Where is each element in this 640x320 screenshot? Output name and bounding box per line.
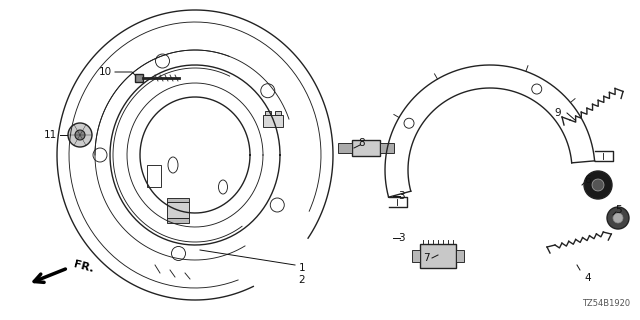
Text: 2: 2 (299, 275, 305, 285)
Bar (265, 111, 271, 115)
Bar (420, 244, 456, 268)
Circle shape (75, 130, 85, 140)
Bar (167, 218, 189, 223)
Circle shape (68, 123, 92, 147)
Bar (456, 250, 464, 262)
Bar (147, 165, 161, 187)
Text: 1: 1 (299, 263, 305, 273)
Text: 7: 7 (424, 253, 430, 263)
Circle shape (607, 207, 629, 229)
Bar (275, 111, 281, 115)
Circle shape (592, 179, 604, 191)
Circle shape (584, 171, 612, 199)
Text: 10: 10 (99, 67, 112, 77)
Text: 3: 3 (398, 191, 404, 201)
Bar (352, 140, 380, 156)
Bar (338, 143, 352, 153)
Circle shape (613, 213, 623, 223)
Text: TZ54B1920: TZ54B1920 (582, 299, 630, 308)
Bar (380, 143, 394, 153)
Text: 6: 6 (584, 175, 591, 185)
Text: 3: 3 (398, 233, 404, 243)
Text: 9: 9 (555, 108, 561, 118)
Bar (135, 74, 143, 82)
Bar (167, 198, 189, 202)
Bar (167, 202, 189, 218)
Text: 11: 11 (44, 130, 57, 140)
Text: 5: 5 (615, 205, 621, 215)
Text: FR.: FR. (72, 260, 94, 275)
Bar (263, 115, 283, 127)
Bar (412, 250, 420, 262)
Text: 8: 8 (358, 138, 365, 148)
Text: 4: 4 (585, 273, 591, 283)
